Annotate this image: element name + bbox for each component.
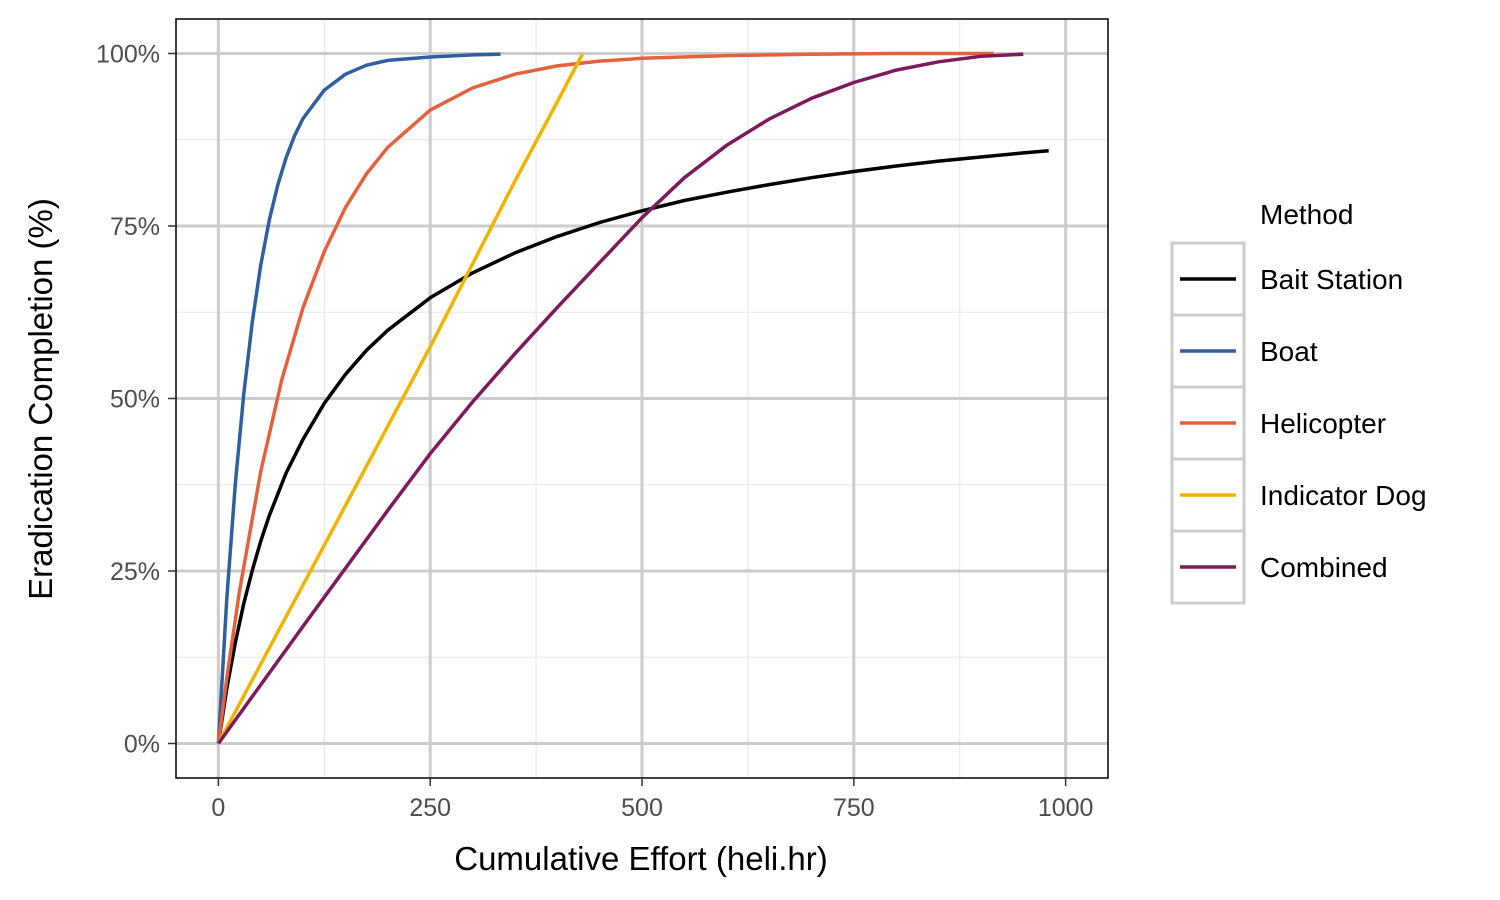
- x-tick-label: 750: [833, 794, 875, 822]
- series-line-combined: [216, 52, 1024, 745]
- y-tick-label: 0%: [124, 731, 160, 759]
- x-tick-label: 500: [621, 794, 663, 822]
- y-tick-label: 100%: [96, 41, 160, 69]
- series-line-boat: [216, 52, 501, 744]
- y-tick-label: 50%: [110, 386, 160, 414]
- series-lines: [216, 51, 1049, 745]
- legend-label-bait-station: Bait Station: [1260, 264, 1403, 295]
- y-axis-title: Eradication Completion (%): [22, 198, 59, 600]
- series-line-indicator-dog: [216, 52, 585, 745]
- legend: Method Bait Station Boat Helicopter Indicat…: [1170, 199, 1427, 605]
- x-tick-label: 250: [409, 794, 451, 822]
- x-axis-ticks: 0 250 500 750 1000: [211, 778, 1093, 822]
- x-axis-title: Cumulative Effort (heli.hr): [454, 840, 828, 877]
- legend-label-combined: Combined: [1260, 552, 1388, 583]
- x-tick-label: 1000: [1038, 794, 1094, 822]
- y-tick-label: 25%: [110, 558, 160, 586]
- legend-label-boat: Boat: [1260, 336, 1318, 367]
- major-gridlines: [176, 19, 1108, 778]
- x-tick-label: 0: [211, 794, 225, 822]
- series-line-helicopter: [216, 51, 994, 744]
- legend-label-helicopter: Helicopter: [1260, 408, 1386, 439]
- legend-title: Method: [1260, 199, 1353, 230]
- legend-label-indicator-dog: Indicator Dog: [1260, 480, 1427, 511]
- y-axis-ticks: 0% 25% 50% 75% 100%: [96, 41, 176, 759]
- series-line-bait-station: [216, 149, 1049, 744]
- y-tick-label: 75%: [110, 213, 160, 241]
